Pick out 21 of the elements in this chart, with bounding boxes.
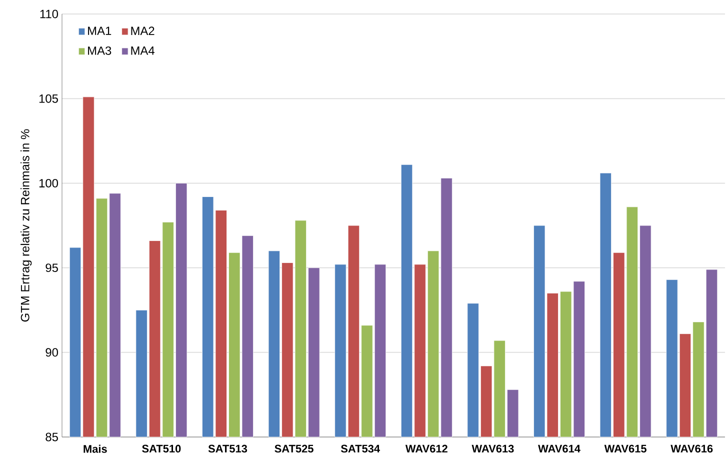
x-tick-label: WAV613 <box>472 444 514 453</box>
x-tick-label: SAT525 <box>274 444 314 453</box>
x-tick-label: SAT513 <box>208 444 248 453</box>
x-tick-label: WAV612 <box>405 444 448 453</box>
y-tick-label: 110 <box>40 10 58 18</box>
y-tick-label: 100 <box>39 178 58 188</box>
y-tick-label: 85 <box>46 432 58 442</box>
legend-label: MA3 <box>88 46 112 55</box>
x-tick-label: SAT534 <box>340 444 380 453</box>
legend-label: MA4 <box>131 46 154 55</box>
legend-label: MA2 <box>131 26 154 35</box>
x-tick-label: WAV614 <box>538 444 580 453</box>
y-tick-label: 105 <box>39 94 58 103</box>
legend-label: MA1 <box>88 26 112 35</box>
x-tick-label: WAV615 <box>604 444 646 453</box>
x-tick-label: SAT510 <box>142 444 181 453</box>
x-tick-label: Mais <box>84 444 107 453</box>
y-axis-title: GTM Ertrag relativ zu Reinmais in % <box>20 129 32 322</box>
y-tick-label: 90 <box>46 348 58 357</box>
x-tick-label: WAV616 <box>670 444 713 453</box>
y-tick-label: 95 <box>46 264 58 272</box>
